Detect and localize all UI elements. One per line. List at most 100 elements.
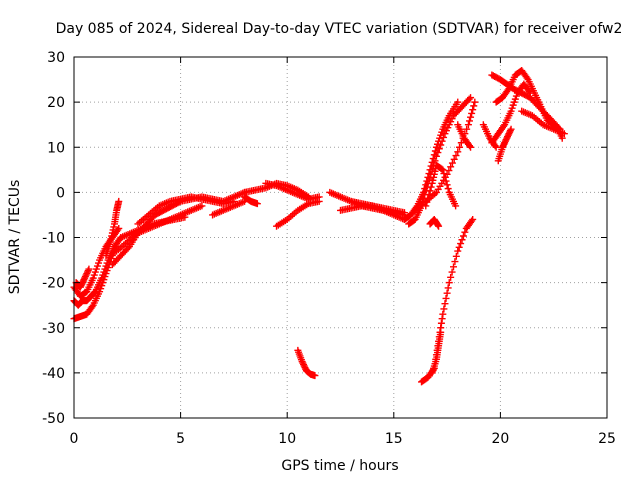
series-arc-af: [518, 107, 568, 138]
data-point: [447, 273, 455, 281]
data-point: [457, 139, 465, 147]
data-point: [84, 267, 92, 275]
data-point: [441, 300, 449, 308]
series-arc-i: [134, 193, 238, 228]
data-point: [434, 149, 442, 157]
series-arc-d: [72, 265, 93, 291]
data-point: [426, 187, 434, 195]
data-point: [461, 228, 469, 236]
series-arc-y: [428, 328, 445, 377]
series-arc-v: [422, 161, 460, 210]
marks-layer: [70, 67, 568, 386]
y-tick-label: 0: [56, 185, 65, 201]
x-tick-label: 0: [70, 431, 79, 447]
x-tick-label: 15: [385, 431, 403, 447]
data-point: [448, 268, 456, 276]
data-point: [443, 289, 451, 297]
data-point: [449, 263, 457, 271]
data-point: [452, 152, 460, 160]
data-point: [438, 137, 446, 145]
data-point: [435, 145, 443, 153]
series-arc-m: [273, 197, 323, 230]
y-tick-label: -20: [42, 276, 65, 292]
data-point: [447, 163, 455, 171]
series-arc-t: [405, 94, 475, 228]
data-point: [469, 215, 477, 223]
data-point: [467, 113, 475, 121]
data-point: [435, 222, 443, 230]
x-tick-label: 5: [176, 431, 185, 447]
series-arc-j: [209, 197, 249, 219]
series-arc-ae: [479, 121, 500, 151]
series-arc-e: [102, 197, 123, 260]
data-point: [423, 198, 431, 206]
x-tick-label: 20: [491, 431, 509, 447]
series-arc-x: [418, 215, 477, 386]
data-point: [506, 127, 514, 135]
y-axis-label: SDTVAR / TECUs: [7, 180, 23, 295]
grid-layer: [74, 57, 607, 418]
data-point: [442, 177, 450, 185]
data-point: [445, 279, 453, 287]
x-tick-label: 25: [598, 431, 616, 447]
data-point: [437, 328, 445, 336]
data-point: [427, 183, 435, 191]
data-point: [470, 102, 478, 110]
chart-title: Day 085 of 2024, Sidereal Day-to-day VTE…: [56, 21, 623, 37]
ticks-layer: 0 5 10 15 20 25 -50 -40 -30 -20 -10 0 10 20 30: [42, 50, 616, 447]
data-point: [456, 143, 464, 151]
data-point: [115, 197, 123, 205]
data-point: [454, 98, 462, 106]
data-point: [523, 74, 531, 82]
data-point: [85, 265, 93, 273]
data-point: [253, 200, 261, 208]
series-arc-c: [70, 243, 121, 323]
data-point: [198, 202, 206, 210]
y-tick-label: 10: [47, 140, 65, 156]
data-point: [444, 284, 452, 292]
data-point: [437, 141, 445, 149]
y-tick-label: -50: [42, 411, 65, 427]
data-point: [458, 236, 466, 244]
data-point: [448, 159, 456, 167]
data-point: [442, 294, 450, 302]
data-point: [463, 125, 471, 133]
data-point: [311, 372, 319, 380]
y-tick-label: 30: [47, 50, 65, 66]
data-point: [465, 117, 473, 125]
data-point: [440, 133, 448, 141]
series-arc-o: [294, 346, 319, 380]
series-arc-w: [426, 215, 443, 230]
data-point: [88, 303, 96, 311]
data-point: [452, 202, 460, 210]
y-tick-label: -10: [42, 231, 65, 247]
data-point: [90, 289, 98, 297]
data-point: [468, 217, 476, 225]
data-point: [422, 202, 430, 210]
data-point: [491, 142, 499, 150]
y-tick-label: -30: [42, 321, 65, 337]
data-point: [432, 152, 440, 160]
data-point: [438, 165, 446, 173]
data-point: [467, 94, 475, 102]
data-point: [440, 305, 448, 313]
data-point: [455, 243, 463, 251]
data-point: [550, 119, 558, 127]
x-axis-label: GPS time / hours: [281, 458, 398, 474]
data-point: [452, 252, 460, 260]
series-arc-r: [347, 197, 408, 223]
data-point: [459, 232, 467, 240]
data-point: [181, 213, 189, 221]
series-arc-z: [454, 121, 475, 151]
data-point: [425, 191, 433, 199]
data-point: [439, 310, 447, 318]
data-point: [467, 143, 475, 151]
data-point: [444, 185, 452, 193]
data-point: [471, 98, 479, 106]
data-point: [315, 197, 323, 205]
data-point: [500, 122, 508, 130]
data-point: [431, 157, 439, 165]
data-point: [440, 170, 448, 178]
